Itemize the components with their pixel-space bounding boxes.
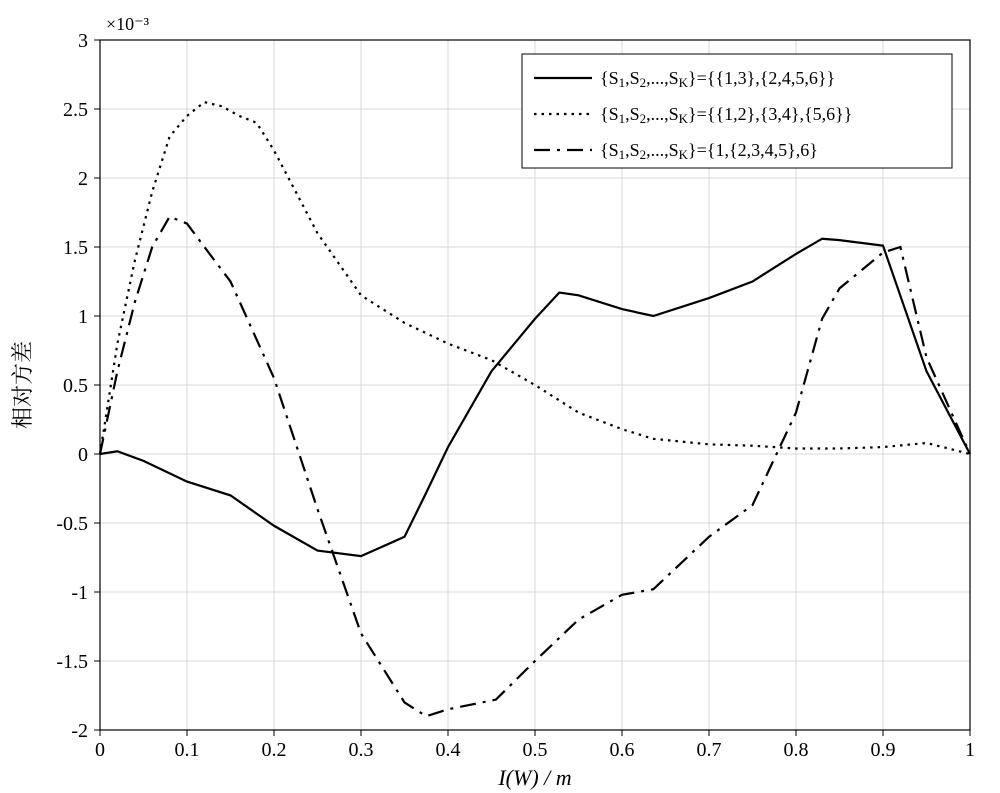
legend-label: {S1,S2,...,SK}={{1,3},{2,4,5,6}}: [600, 68, 835, 90]
x-axis-label: I(W) / m: [497, 765, 571, 790]
x-tick-label: 0.4: [436, 739, 461, 761]
x-tick-label: 0.5: [523, 739, 548, 761]
y-exponent-label: ×10⁻³: [106, 14, 150, 34]
x-tick-label: 1: [965, 739, 975, 761]
y-tick-label: 3: [78, 30, 88, 52]
y-axis-label: 相对方差: [6, 341, 37, 429]
legend-label: {S1,S2,...,SK}={{1,2},{3,4},{5,6}}: [600, 104, 852, 126]
x-tick-label: 0: [95, 739, 105, 761]
legend-label: {S1,S2,...,SK}={1,{2,3,4,5},6}: [600, 140, 818, 162]
y-tick-label: -1.5: [56, 651, 88, 673]
y-tick-label: 2: [78, 168, 88, 190]
x-tick-label: 0.3: [349, 739, 374, 761]
y-tick-label: 0: [78, 444, 88, 466]
y-tick-label: 0.5: [63, 375, 88, 397]
y-tick-label: -1: [71, 582, 88, 604]
y-tick-label: 1: [78, 306, 88, 328]
y-tick-label: -2: [71, 720, 88, 742]
y-tick-label: 1.5: [63, 237, 88, 259]
y-tick-label: -0.5: [56, 513, 88, 535]
x-tick-label: 0.9: [871, 739, 896, 761]
y-tick-label: 2.5: [63, 99, 88, 121]
x-tick-label: 0.2: [262, 739, 287, 761]
x-tick-label: 0.1: [175, 739, 200, 761]
x-tick-label: 0.6: [610, 739, 635, 761]
x-tick-label: 0.7: [697, 739, 722, 761]
line-chart: 0 0.1 0.2 0.3 0.4 0.5 0.6 0.7 0.8 0.9 1 -2 -1.5 -1 -0.…: [0, 0, 1000, 793]
x-tick-label: 0.8: [784, 739, 809, 761]
